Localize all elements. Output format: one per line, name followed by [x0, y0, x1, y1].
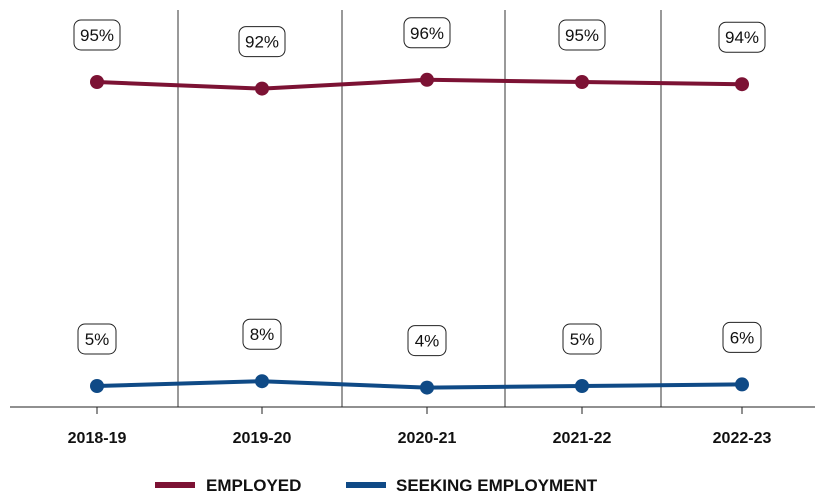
data-labels-layer: 95% 92% 96% 95% 94% 5% 8% 4% 5% 6% — [73, 17, 766, 357]
series-line-employed — [96, 77, 743, 91]
data-label-text: 95% — [565, 26, 599, 45]
legend: EMPLOYED SEEKING EMPLOYMENT — [155, 476, 598, 495]
data-label-text: 96% — [410, 24, 444, 43]
data-label: 96% — [403, 17, 451, 49]
data-label-box — [558, 19, 606, 51]
data-point — [255, 81, 269, 96]
data-point — [420, 72, 434, 87]
legend-swatch — [155, 482, 195, 488]
data-label-box — [722, 321, 762, 353]
data-label-box — [562, 323, 602, 355]
data-point — [575, 379, 589, 393]
data-label-text: 8% — [250, 325, 275, 344]
data-label-box — [718, 21, 766, 53]
data-label-box — [242, 318, 282, 350]
data-label: 4% — [407, 325, 447, 357]
legend-label: SEEKING EMPLOYMENT — [396, 476, 598, 495]
data-label-text: 92% — [245, 33, 279, 52]
category-separators — [177, 10, 662, 407]
data-point — [420, 380, 434, 395]
x-tick-label: 2019-20 — [233, 430, 292, 447]
data-point — [735, 77, 749, 92]
x-tick-label: 2020-21 — [398, 430, 457, 447]
x-tick-label: 2018-19 — [68, 430, 127, 447]
data-label: 95% — [73, 19, 121, 51]
data-label: 6% — [722, 321, 762, 353]
legend-item: EMPLOYED — [155, 476, 301, 495]
data-point — [575, 75, 589, 89]
x-tick-label: 2022-23 — [713, 430, 772, 447]
legend-swatch — [346, 482, 386, 488]
series-line-seeking-employment — [96, 379, 743, 390]
data-label-text: 6% — [730, 328, 755, 347]
data-label: 5% — [77, 323, 117, 355]
data-label-text: 5% — [85, 330, 110, 349]
data-label-box — [77, 323, 117, 355]
data-label: 92% — [238, 26, 286, 58]
data-label: 95% — [558, 19, 606, 51]
data-label-box — [407, 325, 447, 357]
data-point — [90, 379, 104, 393]
data-label-box — [403, 17, 451, 49]
data-label: 8% — [242, 318, 282, 350]
data-point — [255, 374, 269, 389]
legend-item: SEEKING EMPLOYMENT — [346, 476, 598, 495]
legend-label: EMPLOYED — [206, 476, 301, 495]
data-point — [90, 75, 104, 89]
data-label: 94% — [718, 21, 766, 53]
data-label-box — [73, 19, 121, 51]
x-tick-labels: 2018-19 2019-20 2020-21 2021-22 2022-23 — [68, 407, 772, 447]
data-label-text: 5% — [570, 330, 595, 349]
x-tick-label: 2021-22 — [553, 430, 612, 447]
data-point — [735, 377, 749, 392]
data-label-text: 95% — [80, 26, 114, 45]
data-label: 5% — [562, 323, 602, 355]
data-label-box — [238, 26, 286, 58]
series-layer — [90, 72, 749, 395]
data-label-text: 94% — [725, 28, 759, 47]
data-label-text: 4% — [415, 332, 440, 351]
